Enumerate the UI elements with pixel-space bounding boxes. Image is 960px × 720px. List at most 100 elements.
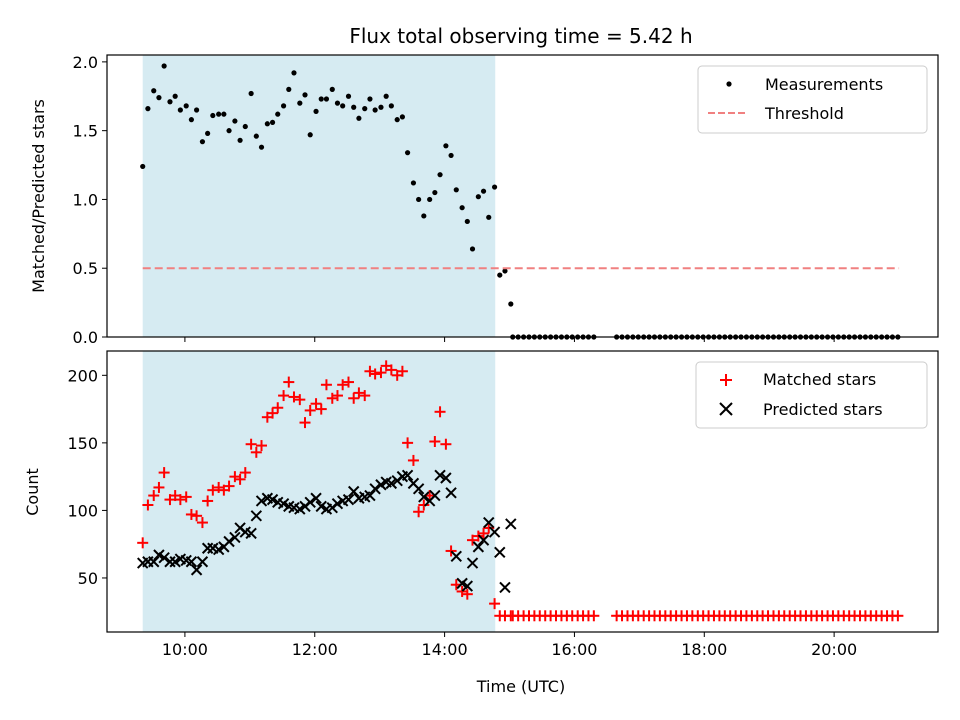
predicted-star-point: [483, 516, 495, 529]
measurement-point: [318, 96, 324, 102]
predicted-star-point: [148, 556, 160, 568]
matched-star-point: [256, 440, 268, 452]
matched-star-point: [245, 438, 257, 450]
matched-star-point: [288, 391, 300, 403]
measurement-point: [351, 104, 357, 110]
measurement-point: [193, 107, 200, 113]
measurement-point: [183, 103, 189, 109]
measurement-point: [307, 132, 313, 138]
y-tick-label: 0.0: [73, 328, 98, 347]
bottom-axes-frame: [106, 350, 939, 633]
predicted-star-point: [466, 557, 479, 569]
predicted-star-point: [385, 477, 398, 490]
predicted-star-point: [369, 483, 381, 495]
matched-star-point: [191, 510, 203, 522]
predicted-star-point: [472, 541, 485, 553]
measurement-point: [275, 111, 281, 117]
matched-star-point: [320, 379, 332, 391]
chart-title: Flux total observing time = 5.42 h: [349, 24, 692, 48]
predicted-star-point: [418, 491, 430, 503]
measurement-point: [480, 188, 487, 194]
measurement-point: [172, 93, 178, 99]
matched-star-point: [185, 508, 197, 520]
predicted-star-point: [223, 535, 235, 548]
y-tick-label: 1.0: [73, 190, 98, 209]
predicted-star-point: [347, 485, 360, 498]
measurement-point: [416, 196, 422, 203]
measurement-point: [329, 86, 335, 92]
y-tick-label: 100: [67, 501, 98, 520]
measurement-point: [404, 150, 411, 156]
matched-star-point: [174, 494, 186, 506]
matched-star-point: [331, 390, 343, 402]
measurement-point: [291, 70, 297, 76]
matched-legend-marker: [720, 374, 732, 386]
matched-star-point: [278, 390, 290, 402]
matched-star-point: [310, 398, 322, 410]
matched-legend-label: Matched stars: [763, 370, 876, 389]
measurement-point: [286, 86, 292, 92]
matched-star-point: [353, 387, 365, 399]
predicted-star-point: [196, 556, 209, 568]
measurement-point: [464, 218, 470, 225]
predicted-star-point: [401, 469, 414, 481]
matched-star-point: [407, 454, 419, 466]
measurement-point: [502, 268, 508, 274]
bottom-legend-box: [695, 361, 928, 429]
measurement-point: [508, 301, 514, 307]
matched-star-point: [467, 534, 479, 546]
matched-star-point: [375, 367, 387, 379]
top-y-ticks: 0.0 0.5 1.0 1.5 2.0: [73, 53, 107, 347]
measurement-point: [388, 103, 394, 109]
measurement-point: [345, 93, 352, 99]
x-axis-label: Time (UTC): [476, 677, 565, 696]
predicted-star-point: [499, 581, 511, 594]
predicted-legend-label: Predicted stars: [763, 400, 883, 419]
measurement-point: [437, 172, 443, 178]
predicted-star-point: [201, 542, 214, 554]
matched-star-point: [207, 484, 219, 496]
matched-star-point: [429, 436, 441, 448]
measurement-point: [216, 111, 222, 117]
observing-window-shade: [142, 55, 496, 337]
predicted-star-point: [477, 534, 490, 546]
measurement-point: [253, 133, 259, 139]
measurement-point: [323, 96, 330, 102]
measurement-point: [226, 128, 232, 134]
measurement-point: [205, 130, 211, 137]
y-tick-label: 1.5: [73, 122, 98, 141]
y-tick-label: 50: [78, 569, 98, 588]
measurement-point: [237, 137, 243, 143]
matched-star-point: [272, 402, 284, 414]
predicted-star-point: [364, 489, 376, 502]
predicted-star-point: [440, 472, 452, 484]
matched-star-point: [239, 467, 251, 479]
matched-star-point: [223, 480, 235, 492]
matched-star-point: [180, 491, 192, 503]
observing-window-shade-bottom: [142, 351, 496, 632]
x-tick-label: 14:00: [422, 640, 468, 659]
matched-star-point: [158, 467, 170, 479]
measurement-point: [140, 163, 146, 170]
matched-star-point: [315, 403, 327, 415]
measurement-point: [443, 143, 449, 149]
measurement-point: [302, 92, 308, 98]
matched-star-point: [142, 499, 154, 511]
x-tick-label: 20:00: [811, 640, 857, 659]
measurement-point: [372, 107, 378, 113]
x-tick-label: 16:00: [551, 640, 597, 659]
measurement-point: [188, 117, 194, 123]
measurement-point: [432, 189, 438, 196]
predicted-star-point: [250, 510, 263, 522]
bottom-y-axis-label: Count: [23, 468, 42, 516]
top-axes-frame: [106, 54, 939, 338]
measurement-point: [280, 103, 287, 109]
measurement-point: [362, 106, 368, 112]
matched-star-point: [588, 610, 600, 622]
bottom-x-ticks: 10:00 12:00 14:00 16:00 18:00 20:00: [162, 632, 857, 659]
measurement-point: [340, 103, 346, 109]
predicted-star-point: [342, 493, 355, 506]
y-tick-label: 200: [67, 366, 98, 385]
measurement-point: [356, 115, 362, 121]
measurement-point: [313, 108, 319, 114]
